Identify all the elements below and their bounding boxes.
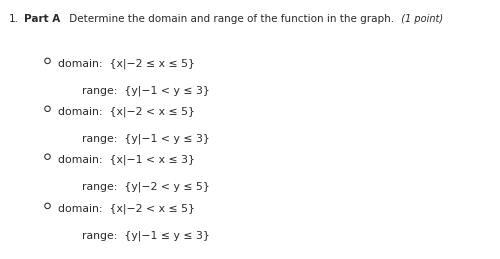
Text: domain:  {x|−2 < x ≤ 5}: domain: {x|−2 < x ≤ 5} [58, 203, 194, 214]
Text: Part A: Part A [24, 14, 60, 24]
Text: (1 point): (1 point) [395, 14, 443, 24]
Text: range:  {y|−2 < y ≤ 5}: range: {y|−2 < y ≤ 5} [82, 181, 210, 192]
Text: range:  {y|−1 < y ≤ 3}: range: {y|−1 < y ≤ 3} [82, 133, 210, 144]
Text: 1.: 1. [9, 14, 19, 24]
Text: Determine the domain and range of the function in the graph.: Determine the domain and range of the fu… [66, 14, 394, 24]
Text: domain:  {x|−1 < x ≤ 3}: domain: {x|−1 < x ≤ 3} [58, 154, 194, 165]
Text: range:  {y|−1 < y ≤ 3}: range: {y|−1 < y ≤ 3} [82, 85, 210, 96]
Text: range:  {y|−1 ≤ y ≤ 3}: range: {y|−1 ≤ y ≤ 3} [82, 231, 210, 241]
Text: domain:  {x|−2 < x ≤ 5}: domain: {x|−2 < x ≤ 5} [58, 106, 194, 117]
Text: domain:  {x|−2 ≤ x ≤ 5}: domain: {x|−2 ≤ x ≤ 5} [58, 58, 194, 69]
